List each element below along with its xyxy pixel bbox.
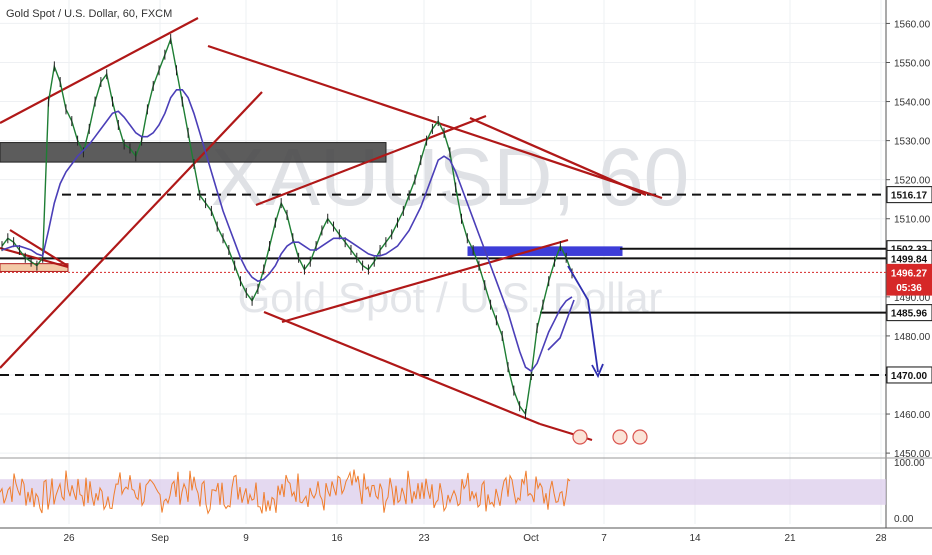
x-tick-label: 21: [784, 533, 796, 544]
trend-line: [255, 114, 487, 207]
projection-arrowhead: [591, 363, 604, 379]
blue-resistance-zone: [467, 246, 623, 256]
y-tick-label: 1490.00: [894, 293, 931, 304]
y-tick-label: 1540.00: [894, 98, 931, 109]
moving-average-line: [1, 89, 573, 373]
x-tick-label: 26: [63, 533, 75, 544]
watermark-name: Gold Spot / U.S. Dollar: [238, 274, 663, 321]
trend-line: [207, 44, 663, 200]
price-badge-label: 1499.84: [891, 254, 928, 265]
x-tick-label: 16: [331, 533, 343, 544]
economic-event-icon: [612, 429, 628, 445]
price-badge: [886, 186, 932, 204]
price-badge-label: 1470.00: [891, 371, 928, 382]
projection-ma-path: [547, 299, 575, 351]
rsi-line: [0, 469, 571, 515]
trend-line: [0, 17, 199, 124]
y-tick-label: 1460.00: [894, 410, 931, 421]
y-tick-label: 1510.00: [894, 215, 931, 226]
trend-line: [469, 116, 647, 197]
x-tick-label: 7: [601, 533, 607, 544]
x-tick-label: 23: [418, 533, 430, 544]
y-tick-label: 1530.00: [894, 137, 931, 148]
trend-line: [0, 91, 263, 369]
price-badge-label: 05:36: [896, 283, 922, 294]
trend-line: [281, 238, 569, 324]
rsi-tick-label: 100.00: [894, 458, 925, 469]
trend-line: [263, 310, 541, 426]
x-tick-label: 14: [689, 533, 701, 544]
price-badge-label: 1485.96: [891, 309, 928, 320]
x-tick-label: Sep: [151, 533, 169, 544]
y-tick-label: 1480.00: [894, 332, 931, 343]
y-tick-label: 1450.00: [894, 449, 931, 460]
y-tick-label: 1520.00: [894, 176, 931, 187]
rsi-tick-label: 0.00: [894, 514, 914, 525]
price-badge: [886, 278, 932, 296]
x-tick-label: 28: [875, 533, 887, 544]
price-badge: [886, 304, 932, 322]
x-tick-label: Oct: [523, 533, 539, 544]
chart-title: Gold Spot / U.S. Dollar, 60, FXCM: [6, 8, 173, 20]
trend-line: [9, 229, 69, 267]
price-badge-label: 1496.27: [891, 268, 928, 279]
y-tick-label: 1560.00: [894, 19, 931, 30]
y-tick-label: 1550.00: [894, 58, 931, 69]
price-badge: [886, 366, 932, 384]
trend-line: [0, 246, 69, 269]
projection-arrow-path: [567, 265, 599, 373]
economic-event-icon: [632, 429, 648, 445]
economic-event-icon: [572, 429, 588, 445]
price-badge-label: 1516.17: [891, 191, 928, 202]
x-tick-label: 9: [243, 533, 249, 544]
